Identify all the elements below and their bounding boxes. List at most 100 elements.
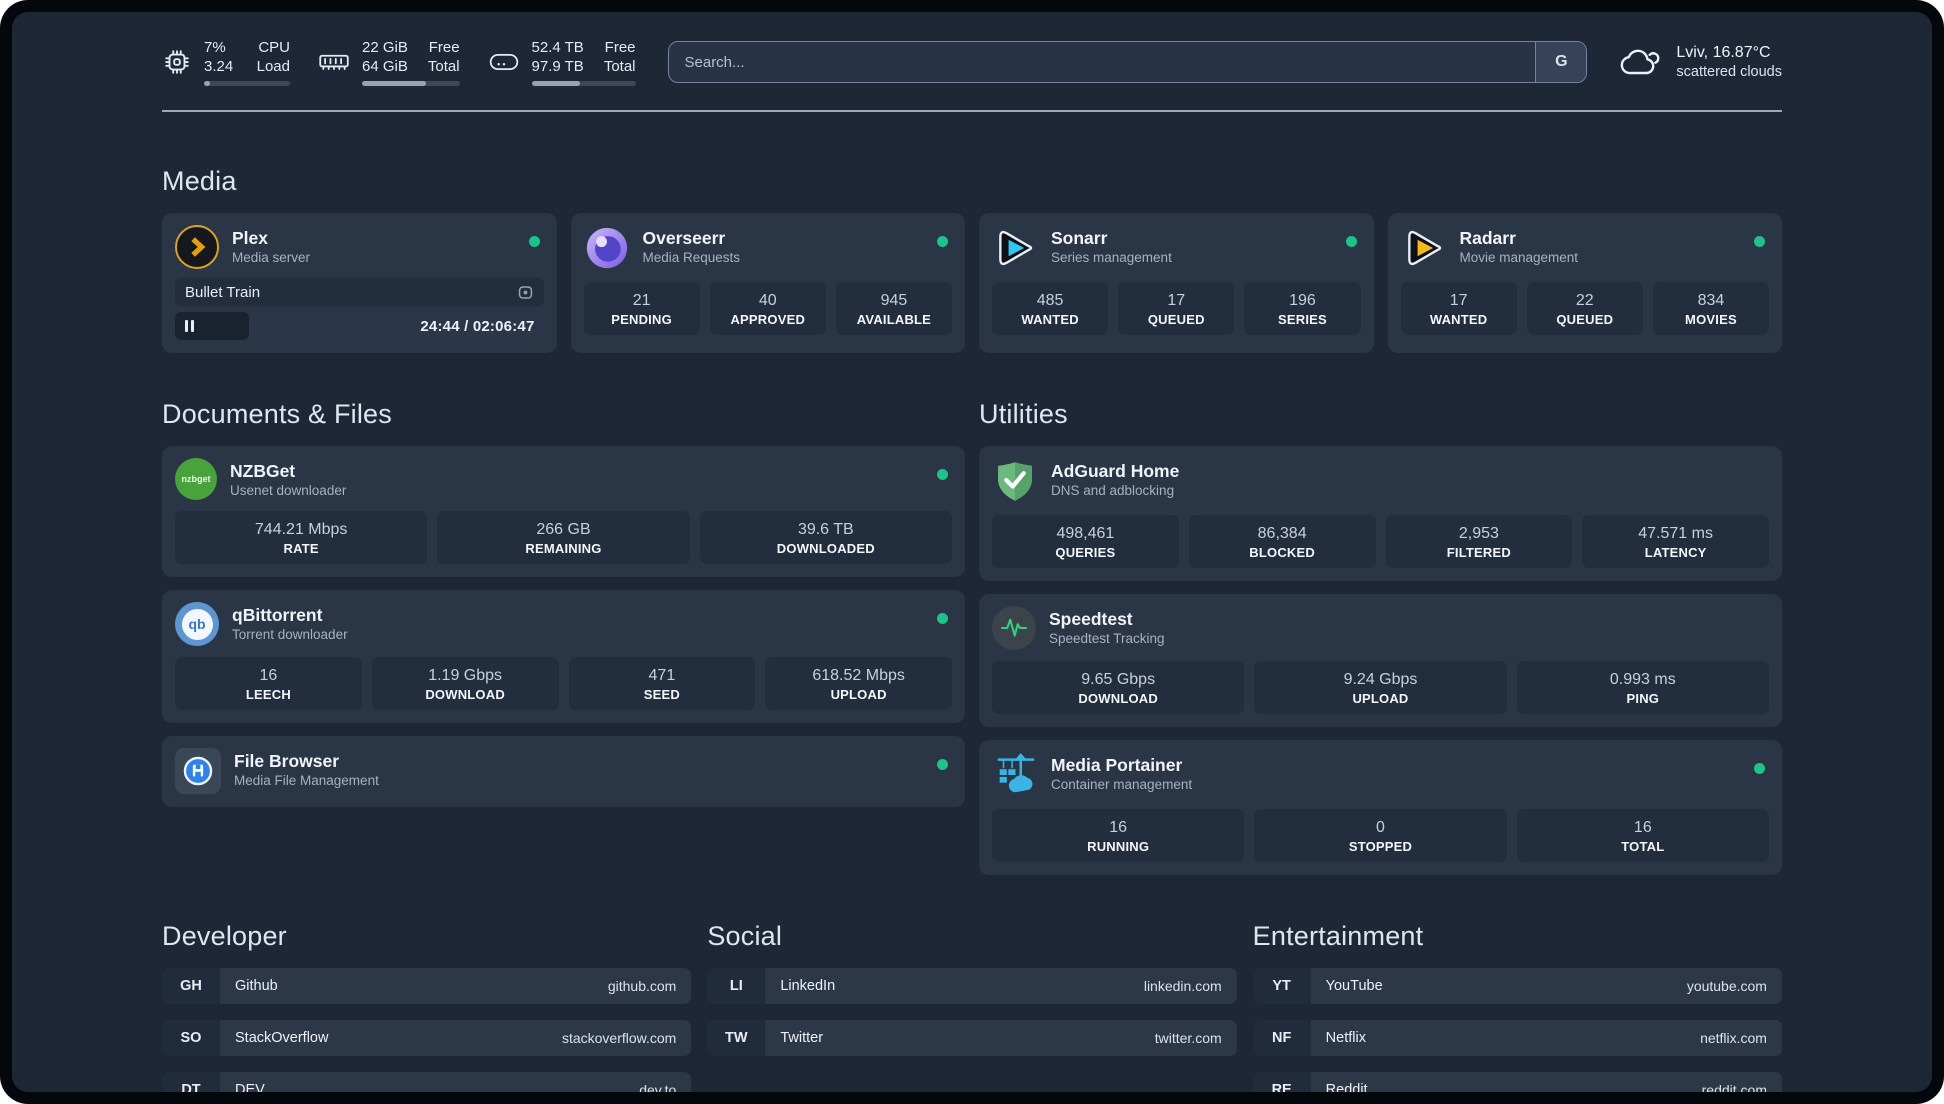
app-title: Plex <box>232 228 268 248</box>
cpu-icon <box>165 50 189 74</box>
app-title: AdGuard Home <box>1051 461 1180 481</box>
app-card-sonarr[interactable]: Sonarr Series management 485 WANTED 17 QUE… <box>979 213 1374 353</box>
app-title: File Browser <box>234 751 340 771</box>
status-dot <box>937 469 948 480</box>
stat-tile: 16 RUNNING <box>992 809 1245 862</box>
app-subtitle: DNS and adblocking <box>1051 483 1175 498</box>
app-card-portainer[interactable]: Media Portainer Container management 16 R… <box>979 740 1782 875</box>
speedtest-pulse-icon <box>992 606 1036 650</box>
bookmark-url: reddit.com <box>1701 1082 1767 1092</box>
system-widgets: 7% CPU 3.24 Load 22 GiB Free 64 GiB Total <box>162 38 636 86</box>
search-input[interactable] <box>668 42 1536 82</box>
section-heading-media: Media <box>162 166 237 196</box>
search-engine-button[interactable]: G <box>1535 42 1587 82</box>
bookmark-abbr: NF <box>1252 1020 1311 1056</box>
app-card-radarr[interactable]: Radarr Movie management 17 WANTED 22 QUEUE… <box>1387 213 1782 353</box>
pause-button[interactable] <box>185 320 194 332</box>
app-subtitle: Torrent downloader <box>232 627 348 642</box>
playback-time: 24:44 / 02:06:47 <box>420 317 535 335</box>
now-playing-title: Bullet Train <box>185 283 261 301</box>
bookmark-abbr: LI <box>707 968 766 1004</box>
radarr-icon <box>1401 225 1447 271</box>
stat-tile: 266 GB REMAINING <box>437 511 690 564</box>
stat-tile: 945 AVAILABLE <box>835 282 953 335</box>
stat-tile: 744.21 Mbps RATE <box>175 511 428 564</box>
app-title: NZBGet <box>230 461 296 481</box>
app-title: Media Portainer <box>1051 755 1183 775</box>
app-subtitle: Speedtest Tracking <box>1049 631 1165 646</box>
stat-tile: 21 PENDING <box>583 282 700 335</box>
bookmark-columns: Developer GH Github github.com SO StackOv… <box>162 875 1782 1092</box>
stat-tile: 9.24 Gbps UPLOAD <box>1254 661 1507 714</box>
storage-label-top: Free <box>604 39 636 56</box>
app-card-filebrowser[interactable]: File Browser Media File Management <box>162 736 965 807</box>
bookmark-url: youtube.com <box>1686 978 1767 994</box>
storage-progressbar <box>531 81 636 86</box>
bookmark-youtube[interactable]: YT YouTube youtube.com <box>1252 968 1782 1004</box>
bookmark-name: YouTube <box>1325 978 1383 994</box>
bookmark-name: DEV <box>235 1082 265 1092</box>
documents-column: Documents & Files nzbget NZBGet Usenet d… <box>162 353 965 807</box>
stat-tile: 16 LEECH <box>175 657 362 710</box>
memory-free: 22 GiB <box>362 39 408 56</box>
app-card-speedtest[interactable]: Speedtest Speedtest Tracking 9.65 Gbps DO… <box>979 594 1782 727</box>
stat-tile: 86,384 BLOCKED <box>1188 515 1376 568</box>
media-card-row: Plex Media server Bullet Train 24:44 / 0… <box>162 213 1782 353</box>
app-card-overseerr[interactable]: Overseerr Media Requests 21 PENDING 40 APP… <box>570 213 965 353</box>
app-subtitle: Series management <box>1051 250 1172 265</box>
app-card-nzbget[interactable]: nzbget NZBGet Usenet downloader 744.21 M… <box>162 446 965 577</box>
now-playing-widget: Bullet Train 24:44 / 02:06:47 <box>175 278 544 340</box>
stat-tile: 2,953 FILTERED <box>1385 515 1573 568</box>
bookmark-abbr: SO <box>162 1020 220 1056</box>
bookmark-url: dev.to <box>639 1082 677 1092</box>
stat-tile: 17 QUEUED <box>1118 282 1235 335</box>
storage-progress-fill <box>531 81 581 86</box>
sonarr-icon <box>992 225 1038 271</box>
cpu-label-top: CPU <box>258 39 290 56</box>
top-bar: 7% CPU 3.24 Load 22 GiB Free 64 GiB Total <box>162 38 1782 86</box>
hard-drive-icon <box>489 54 518 70</box>
status-dot <box>937 759 948 770</box>
scattered-clouds-icon <box>1621 49 1660 75</box>
bookmark-netflix[interactable]: NF Netflix netflix.com <box>1252 1020 1782 1056</box>
bookmark-github[interactable]: GH Github github.com <box>162 968 692 1004</box>
memory-widget: 22 GiB Free 64 GiB Total <box>318 38 460 86</box>
memory-progressbar <box>362 81 460 86</box>
app-card-qbittorrent[interactable]: qb qBittorrent Torrent downloader 16 LEEC… <box>162 590 965 723</box>
cpu-load: 3.24 <box>204 58 234 75</box>
app-card-plex[interactable]: Plex Media server Bullet Train 24:44 / 0… <box>162 213 557 353</box>
bookmark-abbr: TW <box>707 1020 766 1056</box>
bookmark-abbr: RE <box>1252 1072 1311 1092</box>
section-heading-social: Social <box>707 921 783 951</box>
app-title: Sonarr <box>1051 228 1108 248</box>
stat-tile: 0.993 ms PING <box>1516 661 1769 714</box>
bookmark-linkedin[interactable]: LI LinkedIn linkedin.com <box>707 968 1237 1004</box>
plex-icon <box>175 225 219 269</box>
bookmark-abbr: DT <box>162 1072 220 1092</box>
weather-condition: scattered clouds <box>1676 64 1782 80</box>
adguard-shield-icon <box>992 458 1038 504</box>
bookmark-dev[interactable]: DT DEV dev.to <box>162 1072 692 1092</box>
bookmark-stackoverflow[interactable]: SO StackOverflow stackoverflow.com <box>162 1020 692 1056</box>
bookmark-name: Twitter <box>780 1030 824 1046</box>
bookmark-reddit[interactable]: RE Reddit reddit.com <box>1252 1072 1782 1092</box>
app-subtitle: Media server <box>232 250 311 265</box>
bookmark-url: github.com <box>607 978 677 994</box>
cpu-progressbar <box>204 81 290 86</box>
header-divider <box>162 110 1782 112</box>
storage-free: 52.4 TB <box>531 39 584 56</box>
overseerr-icon <box>584 225 630 271</box>
app-card-adguard[interactable]: AdGuard Home DNS and adblocking 498,461 Q… <box>979 446 1782 581</box>
status-dot <box>937 236 948 247</box>
app-subtitle: Media Requests <box>642 250 741 265</box>
cpu-label-bottom: Load <box>256 58 290 75</box>
memory-progress-fill <box>362 81 427 86</box>
developer-column: Developer GH Github github.com SO StackOv… <box>162 875 692 1092</box>
bookmark-url: twitter.com <box>1154 1030 1222 1046</box>
stat-tile: 9.65 Gbps DOWNLOAD <box>992 661 1245 714</box>
bookmark-twitter[interactable]: TW Twitter twitter.com <box>707 1020 1237 1056</box>
stat-tile: 498,461 QUERIES <box>992 515 1179 568</box>
weather-widget: Lviv, 16.87°C scattered clouds <box>1619 42 1782 82</box>
playback-progressbar: 24:44 / 02:06:47 <box>175 312 544 340</box>
